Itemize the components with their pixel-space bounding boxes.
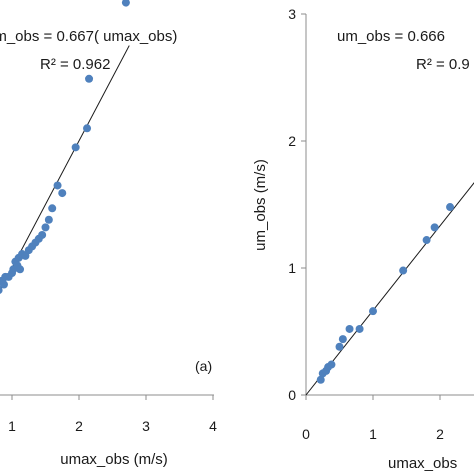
- panel-a-x-tick-label: 3: [142, 418, 150, 434]
- panel-a-label: (a): [195, 358, 212, 374]
- panel-a-data-point: [16, 265, 25, 274]
- panel-b-data-point: [345, 324, 354, 333]
- panel-b-fit-line: [305, 182, 474, 396]
- panel-b-data-point: [335, 342, 344, 351]
- panel-b-data-point: [430, 223, 439, 232]
- panel-b-data-point: [316, 375, 325, 384]
- panel-a-data-point: [83, 124, 92, 133]
- panel-b-data-point: [422, 236, 431, 245]
- panel-a-data-point: [53, 181, 62, 190]
- panel-b-data-point: [355, 324, 364, 333]
- panel-a-x-tick-label: 1: [8, 418, 16, 434]
- panel-b-data-point: [369, 307, 377, 316]
- panel-b-x-tick-label: 1: [369, 426, 377, 442]
- panel-b-data-point: [399, 266, 408, 275]
- panel-b-x-tick-label: 0: [302, 426, 310, 442]
- panel-a-points: [0, 0, 130, 294]
- panel-a-data-point: [58, 189, 67, 198]
- panel-b-y-tick-label: 0: [288, 387, 296, 403]
- panel-a: 1 2 3 4 umax_obs (m/s) um_obs = 0.667( u…: [0, 0, 217, 468]
- panel-a-fit-line: [0, 45, 130, 292]
- panel-a-x-tick-marks: [11, 395, 214, 400]
- panel-a-x-tick-label: 2: [75, 418, 83, 434]
- panel-a-data-point: [0, 286, 3, 294]
- panel-b-r-squared: R² = 0.9: [416, 56, 470, 73]
- panel-a-x-axis-label: umax_obs (m/s): [60, 451, 168, 468]
- panel-b-data-point: [446, 203, 455, 212]
- panel-a-equation: um_obs = 0.667( umax_obs): [0, 28, 177, 45]
- panel-b-data-point: [338, 335, 347, 344]
- panel-a-data-point: [0, 280, 8, 289]
- panel-a-data-point: [38, 230, 47, 239]
- panel-b-y-tick-label: 2: [288, 133, 296, 149]
- panel-b: 3 2 1 0 0 1 2 um_obs (m/s) umax_obs um_o…: [252, 6, 474, 472]
- panel-b-y-axis-label: um_obs (m/s): [252, 159, 269, 251]
- panel-b-tick-marks: [301, 13, 441, 400]
- panel-b-points: [316, 203, 455, 384]
- panel-b-y-tick-label: 3: [288, 6, 296, 22]
- panel-b-data-point: [327, 360, 336, 369]
- panel-a-data-point: [44, 215, 53, 224]
- panel-a-data-point: [71, 143, 80, 152]
- panel-b-x-tick-label: 2: [436, 426, 444, 442]
- panel-a-data-point: [41, 223, 50, 232]
- panel-b-x-axis-label: umax_obs: [388, 455, 457, 472]
- panel-a-data-point: [121, 0, 130, 7]
- panel-a-x-tick-label: 4: [209, 418, 217, 434]
- panel-a-data-point: [48, 204, 57, 213]
- panel-a-data-point: [85, 74, 94, 83]
- panel-b-equation: um_obs = 0.666: [337, 28, 445, 45]
- panel-b-y-tick-label: 1: [288, 260, 296, 276]
- panel-a-r-squared: R² = 0.962: [40, 56, 110, 73]
